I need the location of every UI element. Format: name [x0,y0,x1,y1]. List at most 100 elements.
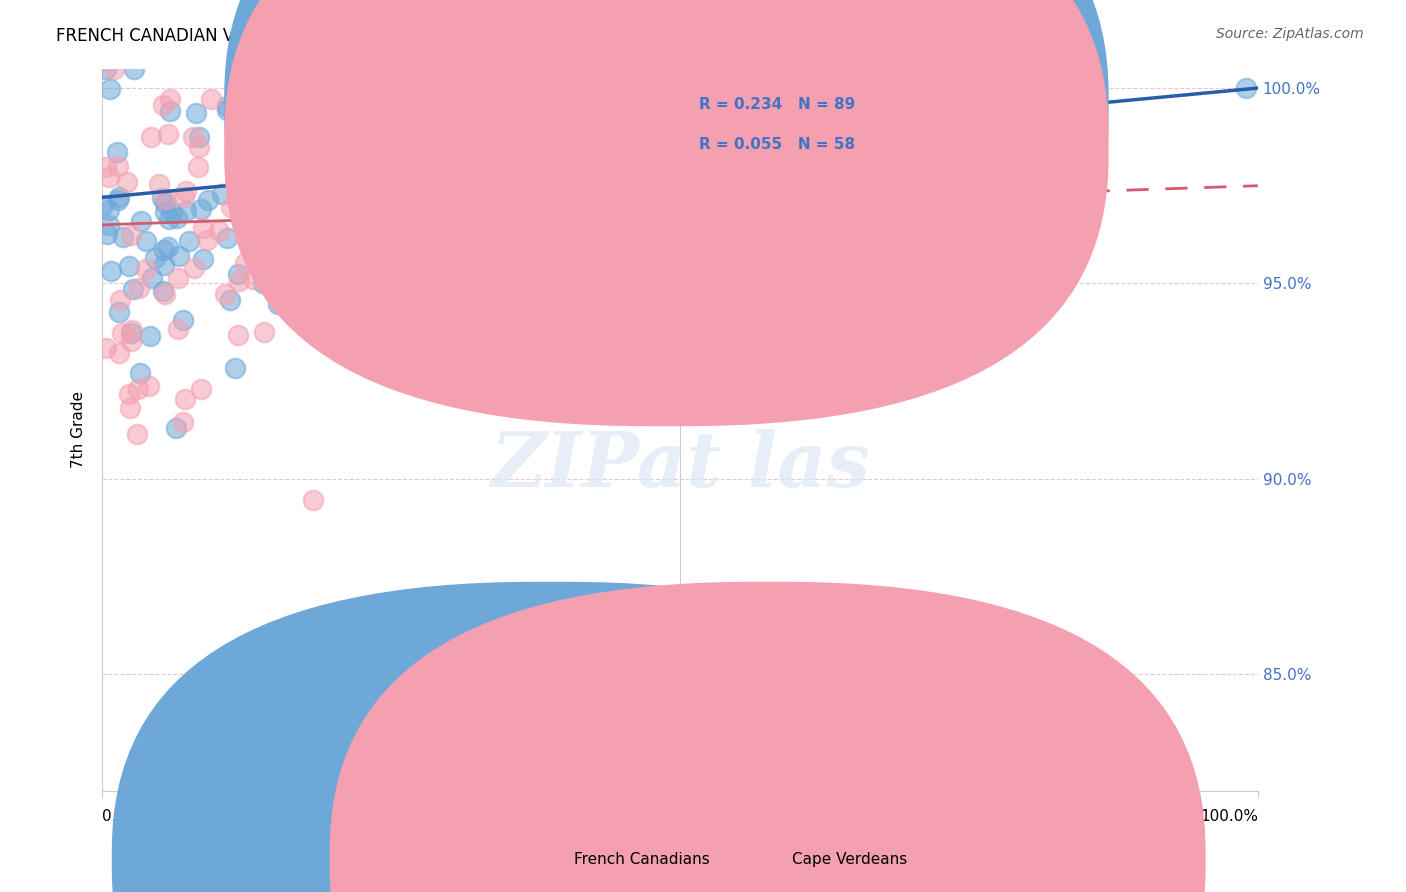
French Canadians [153,205,176,219]
Cape Verdeans [172,416,194,430]
French Canadians [124,62,146,76]
Cape Verdeans [153,286,176,301]
Cape Verdeans [271,221,294,235]
Cape Verdeans [157,127,180,141]
French Canadians [129,213,152,227]
French Canadians [172,312,194,326]
French Canadians [100,264,122,278]
French Canadians [108,304,131,318]
French Canadians [257,222,280,236]
French Canadians [262,205,284,219]
French Canadians [1234,81,1257,95]
Cape Verdeans [167,322,190,336]
French Canadians [852,174,875,188]
French Canadians [150,191,173,205]
Cape Verdeans [118,401,141,415]
Cape Verdeans [121,323,143,337]
French Canadians [112,229,135,244]
French Canadians [464,131,486,145]
Cape Verdeans [228,274,250,288]
French Canadians [156,240,179,254]
Text: French Canadians: French Canadians [574,853,710,867]
French Canadians [312,320,335,334]
French Canadians [98,203,121,218]
Cape Verdeans [214,287,236,301]
French Canadians [143,251,166,265]
French Canadians [155,196,177,211]
Cape Verdeans [193,220,215,235]
French Canadians [388,154,411,169]
French Canadians [264,230,287,244]
Text: R = 0.055   N = 58: R = 0.055 N = 58 [699,137,855,152]
Cape Verdeans [190,382,212,396]
Cape Verdeans [247,233,270,247]
French Canadians [107,190,129,204]
French Canadians [250,188,273,202]
French Canadians [215,103,238,117]
French Canadians [105,145,128,159]
French Canadians [291,95,314,110]
Cape Verdeans [242,271,264,285]
French Canadians [215,99,238,113]
French Canadians [308,186,330,201]
French Canadians [118,259,141,273]
French Canadians [228,210,250,224]
French Canadians [252,277,274,291]
Cape Verdeans [111,326,134,340]
French Canadians [184,106,207,120]
Cape Verdeans [139,130,162,145]
French Canadians [166,211,188,226]
French Canadians [167,249,190,263]
French Canadians [165,421,187,435]
French Canadians [139,329,162,343]
Cape Verdeans [120,334,142,348]
French Canadians [122,282,145,296]
Cape Verdeans [174,392,197,406]
Text: FRENCH CANADIAN VS CAPE VERDEAN 7TH GRADE CORRELATION CHART: FRENCH CANADIAN VS CAPE VERDEAN 7TH GRAD… [56,27,666,45]
French Canadians [374,147,396,161]
Cape Verdeans [152,98,174,112]
Cape Verdeans [128,281,150,295]
French Canadians [381,188,404,202]
French Canadians [330,203,353,218]
French Canadians [456,186,478,201]
French Canadians [266,296,288,310]
Cape Verdeans [233,256,256,270]
French Canadians [623,144,645,158]
French Canadians [177,235,200,249]
French Canadians [226,267,249,281]
French Canadians [135,234,157,248]
French Canadians [219,293,242,307]
Cape Verdeans [125,427,148,442]
Cape Verdeans [253,326,276,340]
French Canadians [98,218,121,232]
Cape Verdeans [200,91,222,105]
Cape Verdeans [187,160,209,174]
Cape Verdeans [120,227,142,242]
Cape Verdeans [117,175,139,189]
Text: Cape Verdeans: Cape Verdeans [792,853,907,867]
Text: 100.0%: 100.0% [1199,809,1258,824]
Cape Verdeans [231,212,253,227]
French Canadians [129,366,152,380]
Cape Verdeans [267,216,290,230]
French Canadians [349,112,371,127]
French Canadians [285,244,308,258]
Cape Verdeans [183,130,205,145]
French Canadians [592,62,614,76]
French Canadians [249,94,271,108]
Cape Verdeans [97,169,120,184]
French Canadians [273,280,295,294]
Cape Verdeans [173,190,195,204]
Cape Verdeans [103,62,125,76]
Cape Verdeans [148,177,170,191]
French Canadians [174,204,197,219]
French Canadians [339,233,361,247]
French Canadians [197,193,219,207]
French Canadians [190,202,212,216]
French Canadians [458,187,481,202]
Cape Verdeans [183,260,205,275]
French Canadians [389,178,412,192]
Cape Verdeans [155,192,177,206]
French Canadians [159,104,181,119]
